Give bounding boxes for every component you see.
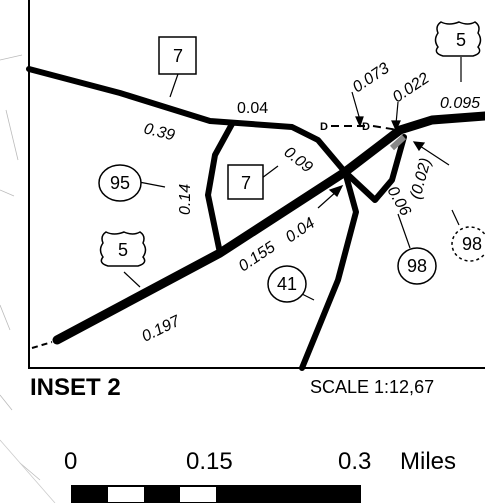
mileage-0-02: (0.02) xyxy=(407,156,434,201)
us-5-left-number: 5 xyxy=(118,240,128,260)
road-us5 xyxy=(52,111,485,345)
inset-title: INSET 2 xyxy=(30,374,121,401)
arrow-002-head xyxy=(412,141,426,152)
scale-bar xyxy=(71,485,361,503)
route-98-dashed-number: 98 xyxy=(462,234,482,254)
mileage-0-197: 0.197 xyxy=(139,312,183,345)
arrow-leaders xyxy=(317,91,450,209)
scale-bar-seg xyxy=(144,486,180,503)
scale-unit: Miles xyxy=(400,448,457,475)
background-line xyxy=(0,54,41,481)
arrow-004-head xyxy=(328,184,344,197)
arrow-0022 xyxy=(395,101,399,125)
marker-d-1: D xyxy=(320,121,328,133)
route-95-shield xyxy=(98,164,142,202)
route-7-top-number: 7 xyxy=(173,46,183,66)
scale-label-0: 0 xyxy=(64,448,78,475)
arrow-0073-head xyxy=(355,116,364,128)
route-shields xyxy=(98,21,485,303)
dashed-road-98 xyxy=(389,134,407,151)
mileage-0-155: 0.155 xyxy=(236,239,279,276)
route-98-shield xyxy=(397,247,437,285)
mileage-0-09: 0.09 xyxy=(281,144,316,177)
leader-route7-top xyxy=(169,73,179,98)
inset-frame xyxy=(28,0,485,369)
background-line xyxy=(0,439,56,503)
leader-us5-left xyxy=(123,271,141,288)
mileage-0-14: 0.14 xyxy=(177,184,194,215)
leader-98-dashed xyxy=(451,209,460,226)
inset-start-tick xyxy=(31,341,53,349)
scale-bar-seg xyxy=(216,486,360,503)
us-route-5-shield-right xyxy=(434,21,482,57)
route-95-number: 95 xyxy=(110,173,130,193)
marker-d-2: D xyxy=(362,121,370,133)
arrow-0022-head xyxy=(391,120,401,132)
leader-route95 xyxy=(138,181,166,188)
road-route41 xyxy=(299,169,359,371)
mileage-0-022: 0.022 xyxy=(390,70,433,107)
mileage-0-073: 0.073 xyxy=(350,60,393,97)
road-route95 xyxy=(205,121,235,256)
scale-label-0-15: 0.15 xyxy=(186,448,233,475)
route-7-mid-number: 7 xyxy=(241,173,251,193)
scale-label-0-3: 0.3 xyxy=(338,448,372,475)
mileage-0-39: 0.39 xyxy=(142,120,176,144)
scale-bar-seg xyxy=(72,486,108,503)
arrow-002 xyxy=(419,145,450,166)
state-route-7-shield-top xyxy=(158,36,197,75)
us-5-right-number: 5 xyxy=(456,30,466,50)
roads xyxy=(26,66,485,371)
road-route98 xyxy=(342,134,407,203)
state-route-7-shield-mid xyxy=(227,164,264,200)
route-41-number: 41 xyxy=(277,274,297,294)
scale-ratio: SCALE 1:12,67 xyxy=(310,377,435,397)
mileage-0-04-mid: 0.04 xyxy=(283,215,318,247)
arrow-0073 xyxy=(351,91,361,121)
dashed-road-d xyxy=(331,125,399,131)
road-route7 xyxy=(26,66,348,175)
route-41-shield xyxy=(267,265,307,303)
route-98-dashed-shield xyxy=(451,226,485,262)
route-98-number: 98 xyxy=(407,256,427,276)
mileage-0-04-top: 0.04 xyxy=(237,100,268,117)
us-route-5-shield-left xyxy=(99,231,147,267)
leader-route98 xyxy=(397,213,411,249)
mileage-0-095: 0.095 xyxy=(440,95,480,112)
